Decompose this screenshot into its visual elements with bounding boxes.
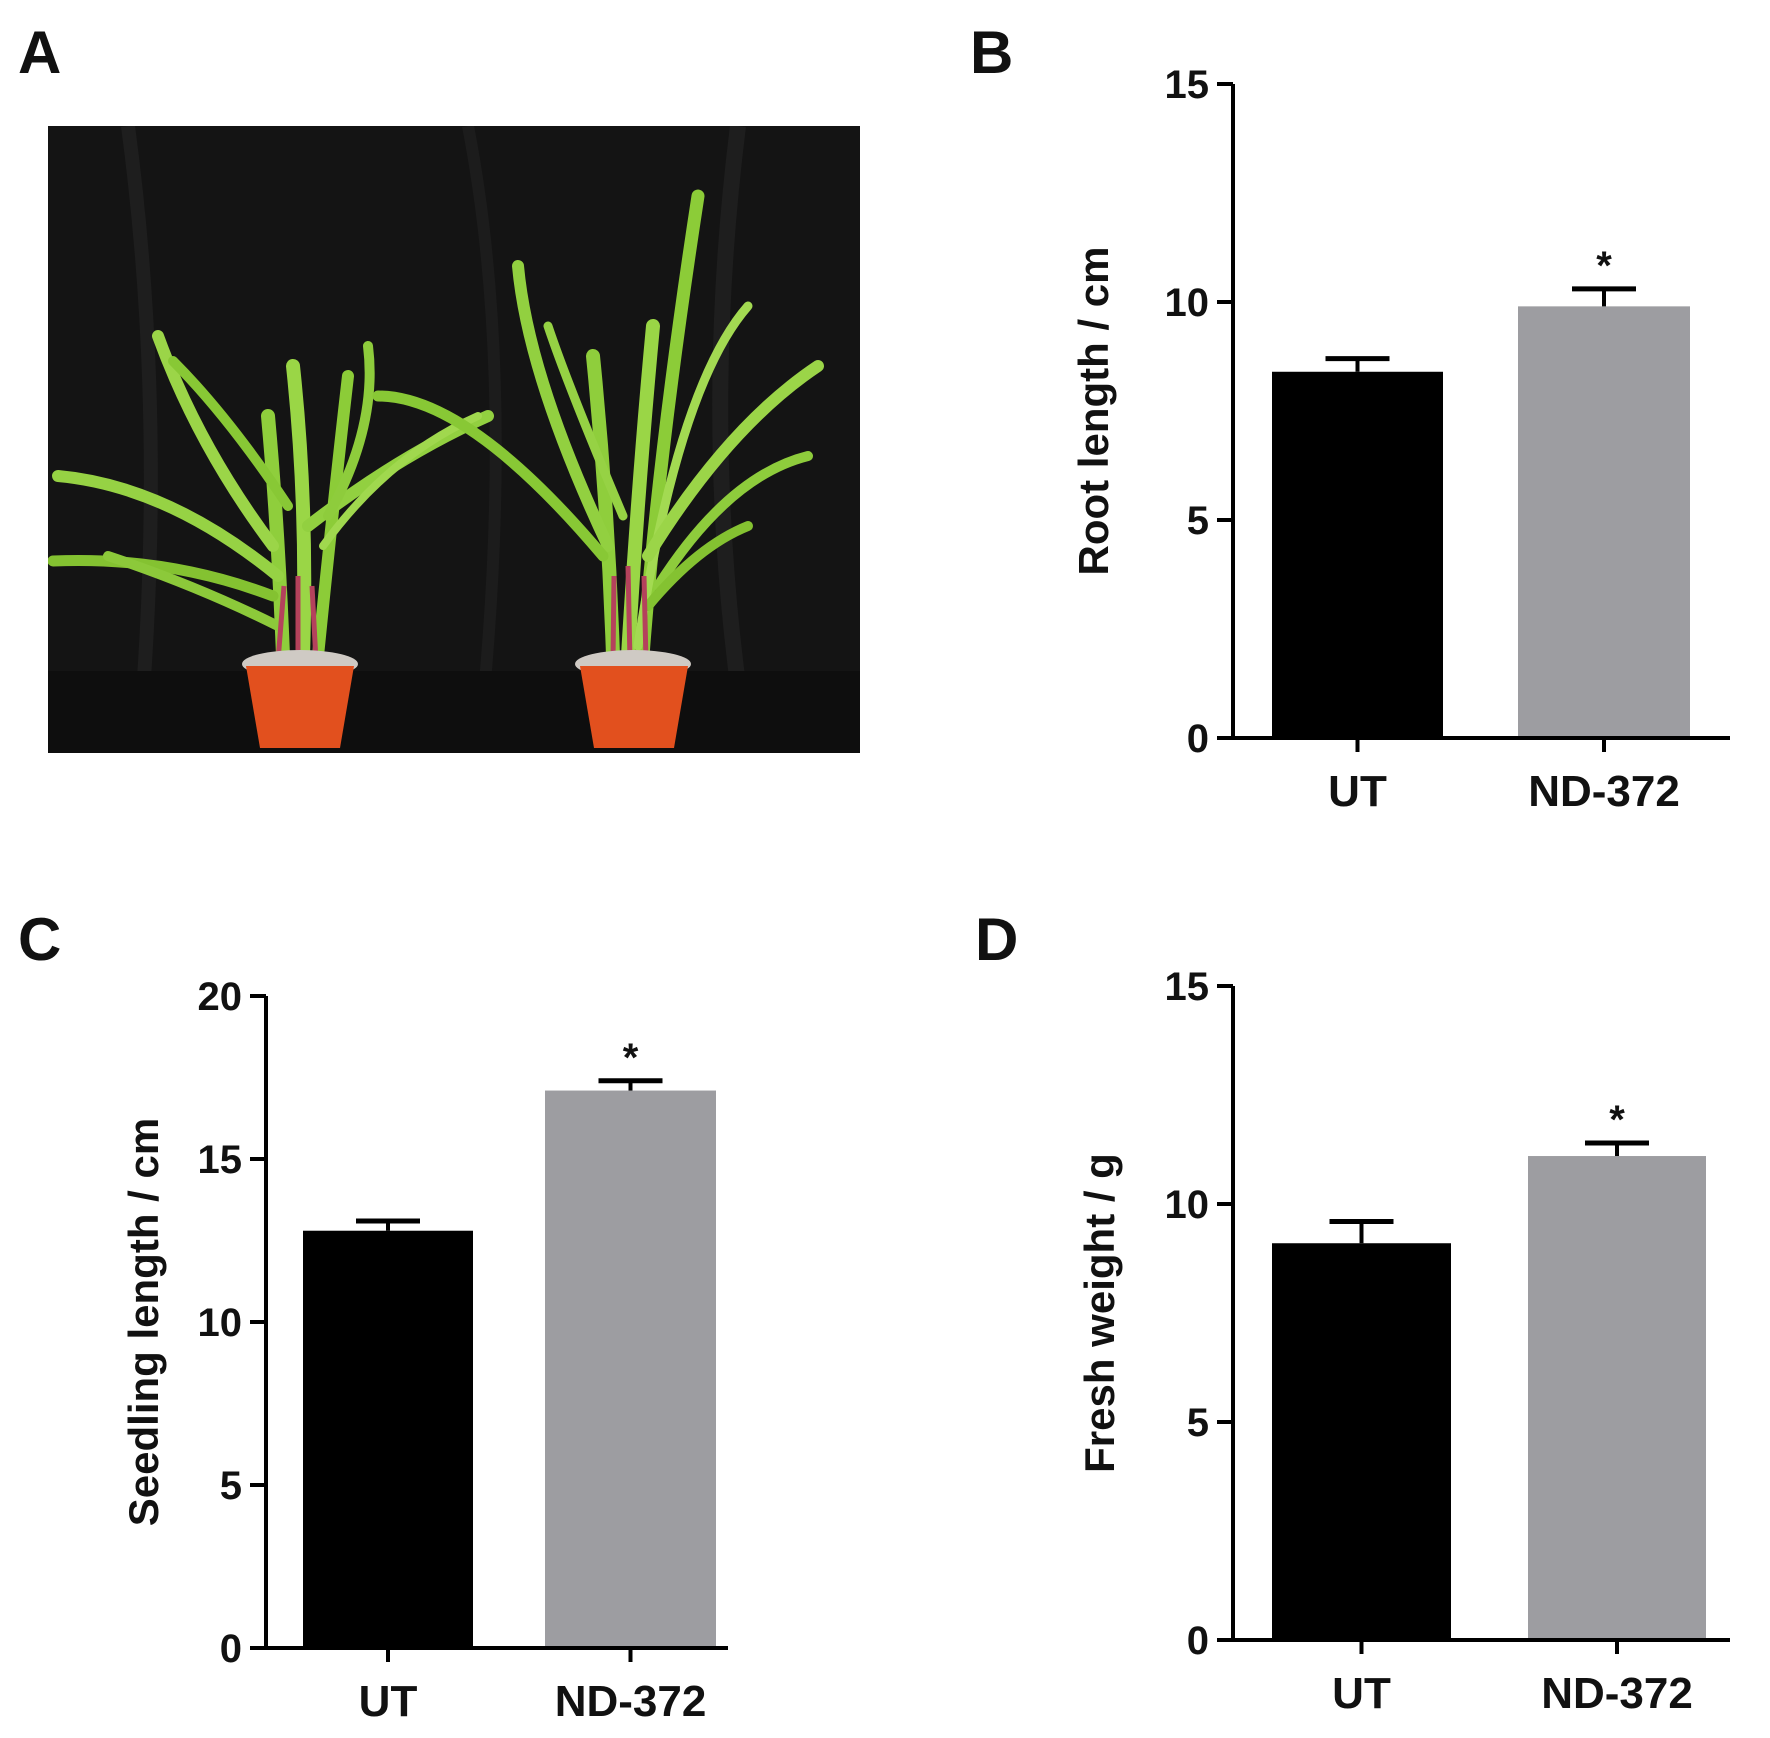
y-tick-label: 15 <box>198 1138 243 1182</box>
y-tick-label: 0 <box>1187 717 1209 761</box>
y-tick-label: 20 <box>198 975 243 1019</box>
y-tick-label: 5 <box>1187 1401 1209 1445</box>
y-axis-label: Seedling length / cm <box>120 1118 167 1526</box>
x-tick-label: ND-372 <box>1541 1669 1693 1718</box>
significance-marker: * <box>1596 244 1612 288</box>
panel-label-b: B <box>970 19 1014 86</box>
panel-label-a: A <box>18 19 62 86</box>
bar <box>1528 1156 1706 1640</box>
panel-label-c: C <box>18 906 62 973</box>
y-tick-label: 10 <box>198 1301 243 1345</box>
y-tick-label: 0 <box>1187 1619 1209 1663</box>
significance-marker: * <box>623 1036 639 1080</box>
bar <box>545 1090 716 1648</box>
panel-label-d: D <box>975 906 1019 973</box>
significance-marker: * <box>1609 1098 1625 1142</box>
y-tick-label: 15 <box>1165 965 1210 1009</box>
plant-photo <box>48 126 860 753</box>
y-axis-label: Fresh weight / g <box>1076 1153 1123 1473</box>
y-axis-label: Root length / cm <box>1070 247 1117 576</box>
x-tick-label: UT <box>359 1677 418 1726</box>
bar <box>303 1230 473 1648</box>
y-tick-label: 5 <box>1187 499 1209 543</box>
y-tick-label: 15 <box>1165 63 1210 107</box>
y-tick-label: 0 <box>220 1627 242 1671</box>
y-tick-label: 5 <box>220 1464 242 1508</box>
x-tick-label: UT <box>1328 767 1387 816</box>
right-plant <box>372 189 824 748</box>
bar <box>1272 371 1443 738</box>
left-pot <box>246 666 354 748</box>
bar <box>1518 306 1690 738</box>
bar <box>1272 1243 1451 1640</box>
y-tick-label: 10 <box>1165 1183 1210 1227</box>
x-tick-label: ND-372 <box>1528 767 1680 816</box>
y-tick-label: 10 <box>1165 281 1210 325</box>
x-tick-label: ND-372 <box>555 1677 707 1726</box>
x-tick-label: UT <box>1332 1669 1391 1718</box>
right-pot <box>580 666 688 748</box>
